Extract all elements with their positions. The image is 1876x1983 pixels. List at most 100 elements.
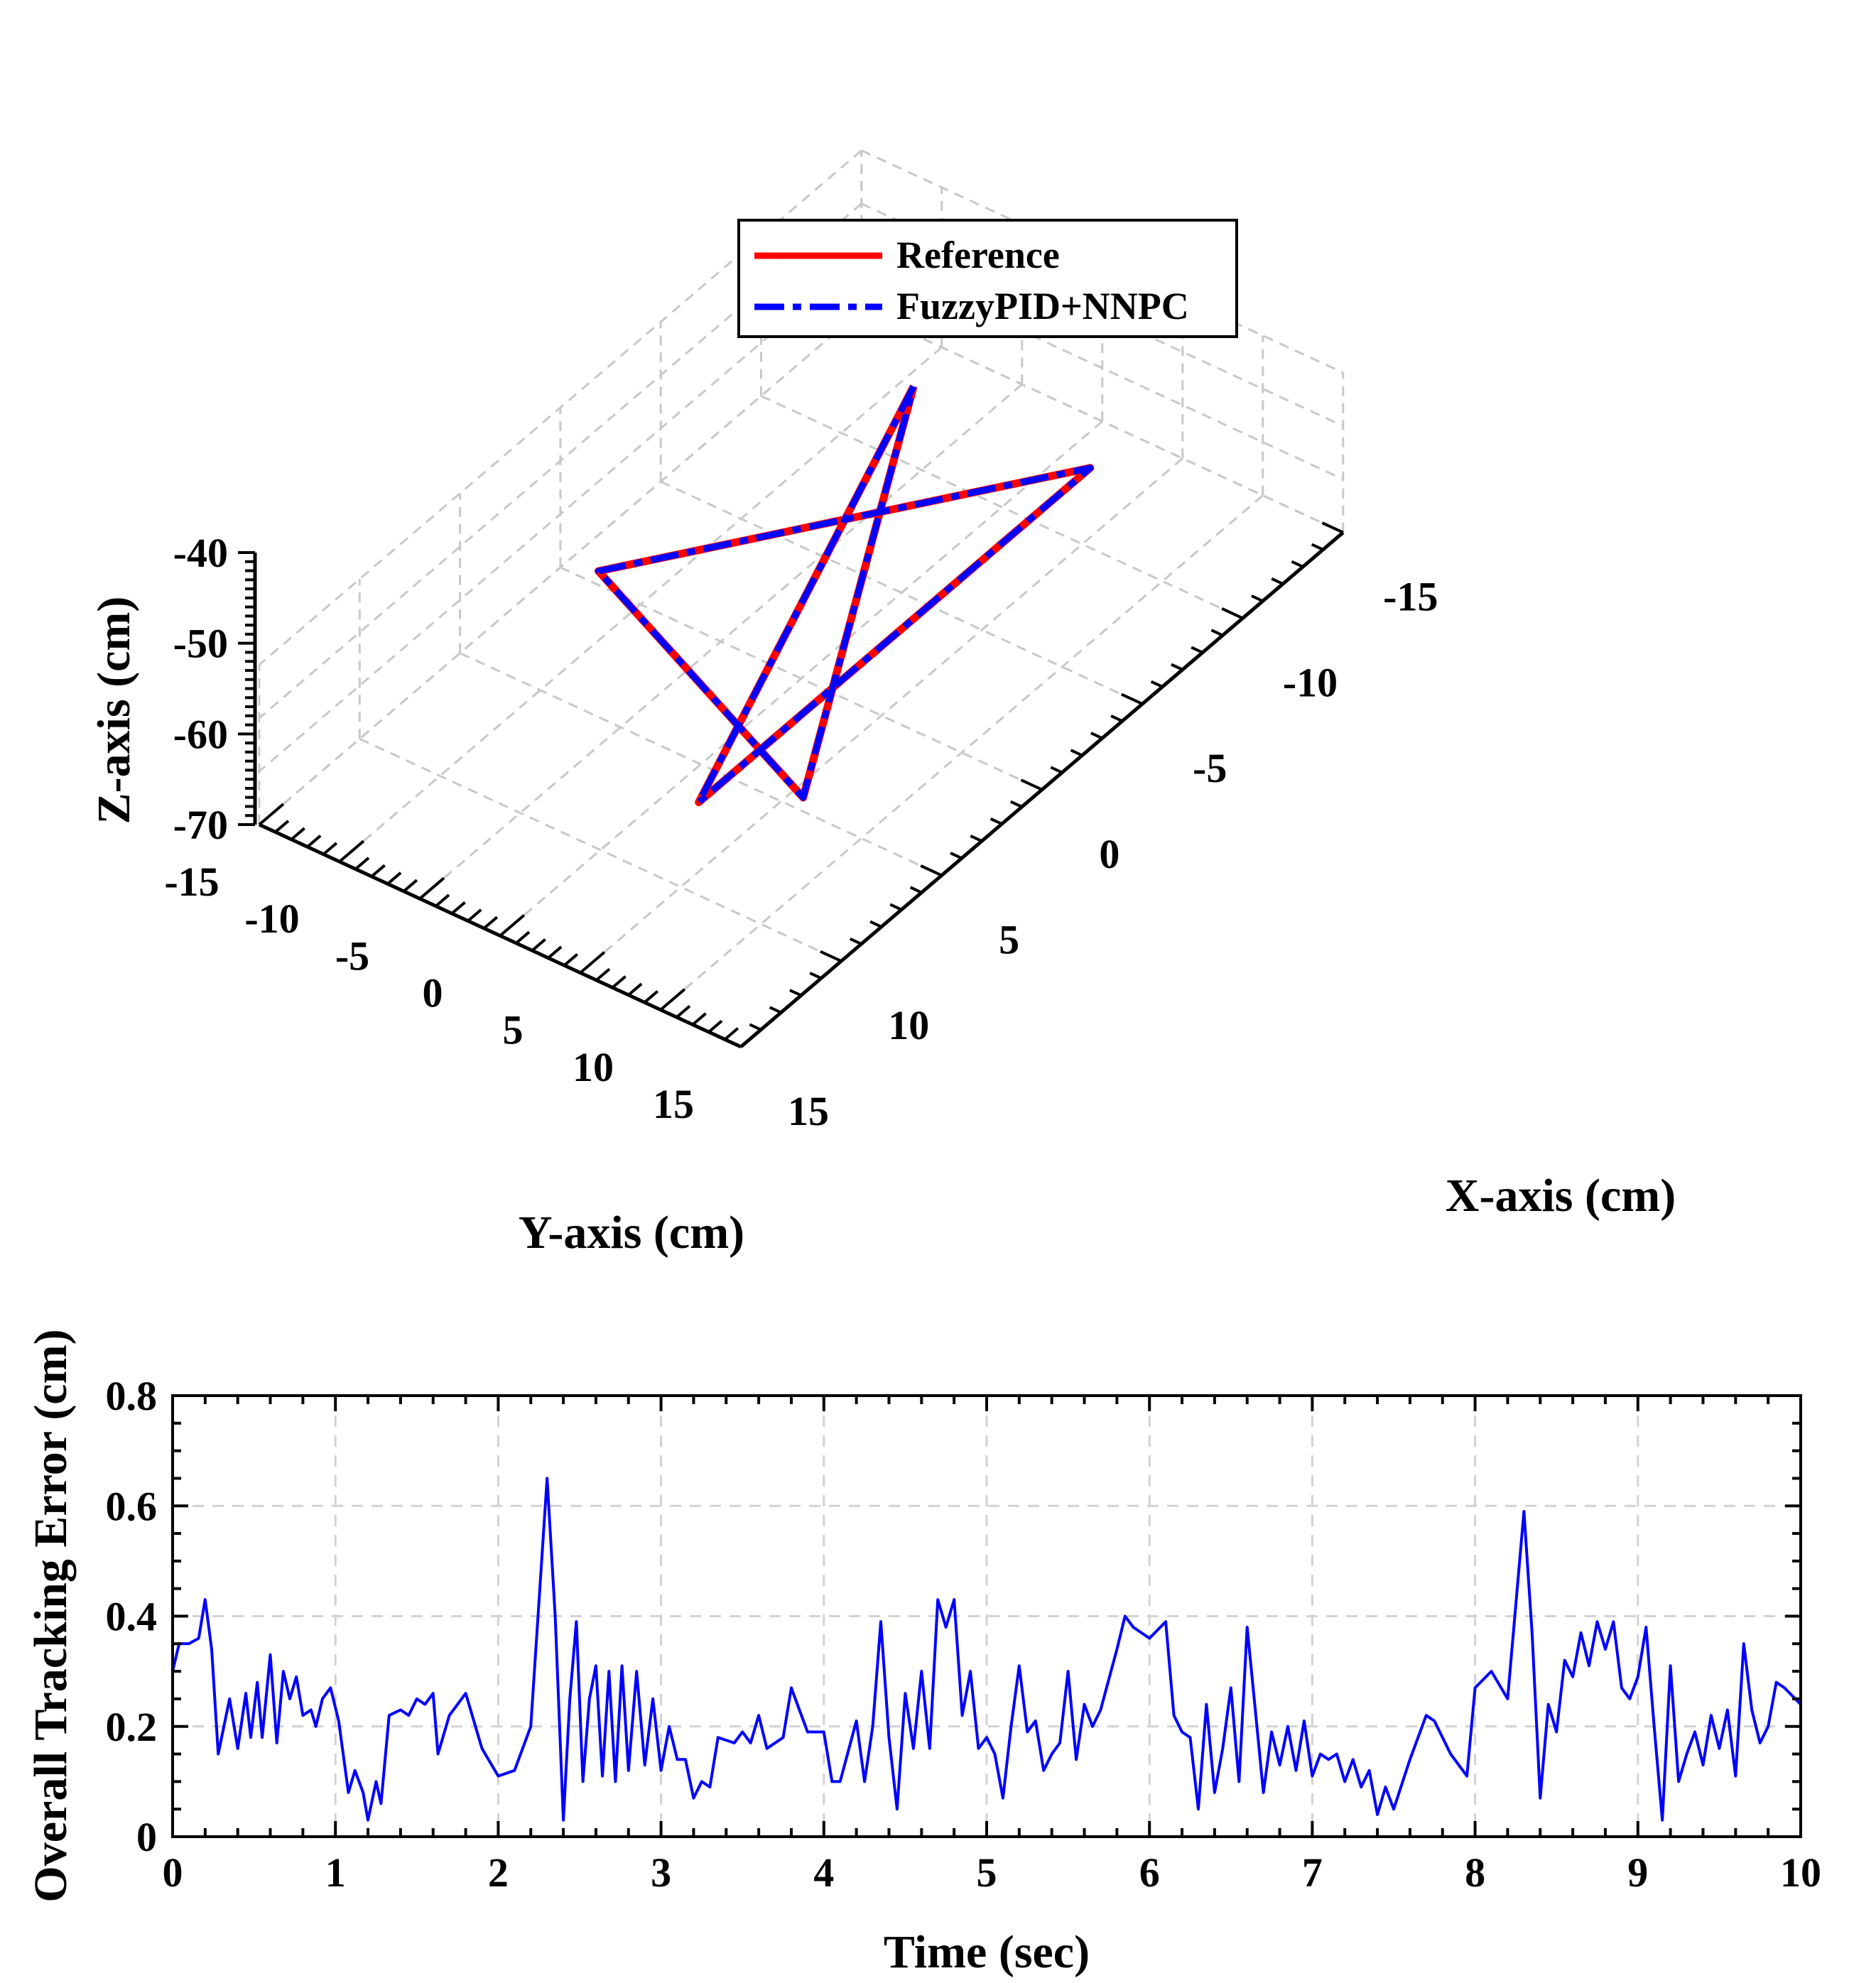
series-line-reference xyxy=(595,384,1095,807)
y-tick-minor xyxy=(515,930,531,945)
x-tick-label: -10 xyxy=(1283,659,1338,705)
series-2d xyxy=(171,1477,1802,1822)
y-tick-major xyxy=(258,803,285,826)
y-tick-minor xyxy=(322,842,338,856)
y-tick-major xyxy=(499,913,526,937)
z-tick-label: -70 xyxy=(173,802,228,848)
plot-2d: 0 1 2 3 4 5 6 7 8 9 10 0 0.2 0.4 0.6 0.8 Time (sec) Ove… xyxy=(25,1329,1821,1978)
grid-wall-yback-h xyxy=(259,149,862,666)
x2d-tick-label: 0 xyxy=(163,1849,183,1896)
x2d-tick-label: 6 xyxy=(1139,1849,1160,1896)
x-tick-label: 15 xyxy=(788,1088,829,1134)
grid-2d xyxy=(173,1396,1801,1837)
z-axis-label: Z-axis (cm) xyxy=(88,597,140,825)
y-tick-minor xyxy=(483,916,499,930)
x-tick-minor xyxy=(1110,715,1123,723)
x-tick-minor xyxy=(1090,732,1103,740)
y-tick-minor xyxy=(724,1027,739,1041)
y-tick-label: 15 xyxy=(653,1081,694,1127)
grid-floor-y xyxy=(580,457,1183,974)
legend-label-fuzzypid-nnpc: FuzzyPID+NNPC xyxy=(896,285,1189,327)
x-tick-major xyxy=(1020,778,1043,791)
y-tick-major xyxy=(418,876,445,900)
x-tick-minor xyxy=(1191,646,1203,654)
y-tick-minor xyxy=(435,893,450,908)
x-tick-minor xyxy=(1070,749,1083,757)
x-tick-minor xyxy=(1150,680,1164,688)
x-axis-label-2d: Time (sec) xyxy=(884,1926,1090,1978)
y-tick-major xyxy=(739,1025,766,1048)
y-tick-minor xyxy=(531,938,546,952)
plot-3d: -15-10-5051015-15-10-5051015-40-50-60-70… xyxy=(88,149,1676,1259)
y-tick-minor xyxy=(370,864,386,878)
y-tick-minor xyxy=(595,967,611,982)
x-tick-major xyxy=(820,950,842,963)
x-tick-minor xyxy=(809,972,822,980)
x-tick-minor xyxy=(1210,629,1224,637)
x-axis-label: X-axis (cm) xyxy=(1446,1170,1676,1222)
y-tick-label: 10 xyxy=(573,1044,614,1090)
x2d-tick-label: 10 xyxy=(1780,1849,1821,1896)
grid-wall-xback-h xyxy=(861,309,1344,534)
grid-floor-y xyxy=(660,494,1264,1011)
y-tick-label: -5 xyxy=(335,933,369,979)
y-tick-minor xyxy=(563,952,579,967)
y-tick-minor xyxy=(547,945,563,960)
y-tick-minor xyxy=(450,901,466,915)
x-tick-minor xyxy=(789,989,802,997)
x-tick-label: -5 xyxy=(1193,745,1227,791)
grid-wall-yback-h xyxy=(259,309,862,826)
y2d-tick-label: 0.2 xyxy=(106,1704,158,1750)
x-tick-minor xyxy=(1171,663,1183,671)
x-tick-minor xyxy=(989,817,1003,825)
x-tick-minor xyxy=(1311,543,1324,551)
y-tick-minor xyxy=(386,871,402,885)
y-tick-major xyxy=(579,951,606,974)
series-line-overall-tracking-error xyxy=(171,1477,1802,1822)
x-tick-minor xyxy=(1009,800,1023,808)
x-tick-minor xyxy=(849,937,862,945)
y-tick-label: 5 xyxy=(503,1007,524,1053)
z-tick-label: -40 xyxy=(173,530,228,576)
grid-floor-x xyxy=(760,395,1244,619)
grid-floor-x xyxy=(459,652,943,876)
y-tick-minor xyxy=(467,908,482,923)
x-tick-minor xyxy=(749,1023,762,1031)
x2d-tick-label: 9 xyxy=(1627,1849,1648,1896)
y-tick-label: -10 xyxy=(244,896,299,942)
x-tick-minor xyxy=(889,903,902,911)
grid-floor-y xyxy=(499,420,1103,937)
x-tick-label: 10 xyxy=(888,1002,929,1048)
x2d-tick-label: 7 xyxy=(1302,1849,1323,1896)
y2d-tick-label: 0.4 xyxy=(106,1594,158,1640)
x-tick-label: 0 xyxy=(1099,831,1119,877)
x2d-tick-label: 5 xyxy=(977,1849,997,1896)
legend: Reference FuzzyPID+NNPC xyxy=(737,219,1238,338)
x-tick-minor xyxy=(1291,560,1304,568)
x-tick-major xyxy=(719,1036,742,1048)
y-tick-minor xyxy=(676,1004,691,1018)
y-tick-minor xyxy=(707,1019,723,1033)
x-tick-minor xyxy=(1050,766,1063,774)
series-line-fuzzypid-nnpc xyxy=(595,385,1094,806)
x2d-tick-label: 4 xyxy=(813,1849,834,1896)
grid-wall-yback-h xyxy=(259,256,862,773)
y-axis-label-2d: Overall Tracking Error (cm) xyxy=(25,1329,77,1902)
y-tick-minor xyxy=(691,1012,707,1026)
y-tick-minor xyxy=(611,975,627,989)
x-tick-minor xyxy=(950,852,963,860)
y-tick-minor xyxy=(306,835,322,848)
y-tick-minor xyxy=(290,827,305,841)
z-tick-label: -50 xyxy=(173,621,228,667)
y-axis-label: Y-axis (cm) xyxy=(519,1207,744,1259)
x-tick-minor xyxy=(769,1006,782,1014)
x-tick-minor xyxy=(1251,594,1264,603)
y-tick-major xyxy=(338,840,365,863)
y-tick-minor xyxy=(274,820,290,833)
x2d-tick-label: 1 xyxy=(325,1849,346,1896)
x2d-tick-label: 3 xyxy=(651,1849,671,1896)
grid-wall-yback-h xyxy=(259,202,862,719)
series-3d xyxy=(595,384,1095,807)
y-tick-minor xyxy=(644,990,659,1004)
